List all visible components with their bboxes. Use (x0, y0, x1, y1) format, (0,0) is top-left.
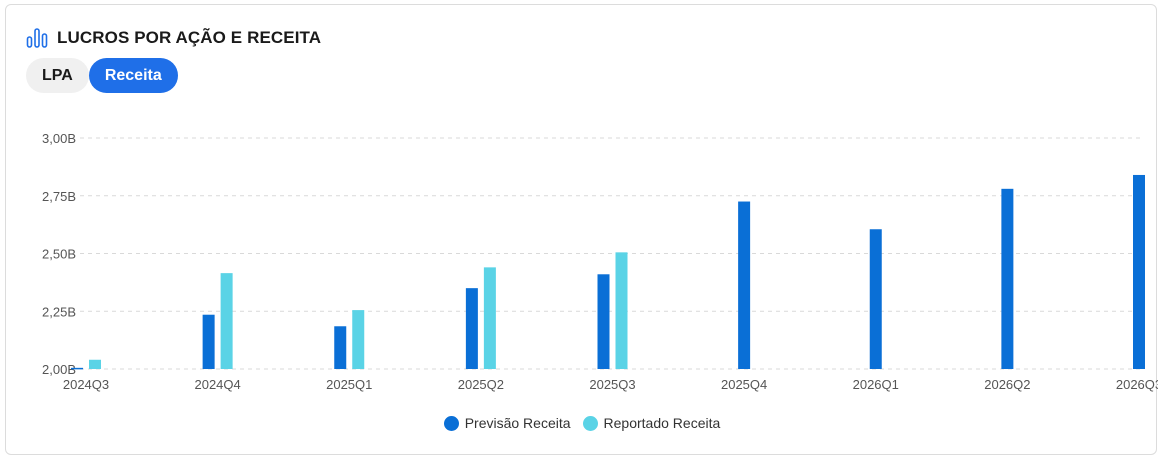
x-tick-label: 2025Q2 (458, 377, 504, 392)
bar-reportado-receita (615, 252, 628, 369)
tab-receita[interactable]: Receita (88, 58, 178, 93)
chart-card: LUCROS POR AÇÃO E RECEITA LPA Receita 2,… (5, 4, 1158, 455)
bar-previsao-receita (465, 288, 478, 369)
bar-previsao-receita (202, 314, 215, 369)
chart-title: LUCROS POR AÇÃO E RECEITA (57, 28, 322, 47)
legend-swatch-reportado (582, 415, 598, 431)
bar-reportado-receita (89, 359, 101, 369)
legend-item-previsao[interactable]: Previsão Receita (443, 415, 571, 431)
bar-previsao-receita (1001, 188, 1014, 369)
bar-reportado-receita (483, 267, 496, 369)
bar-previsao-receita (1133, 174, 1145, 369)
x-tick-label: 2026Q3 (1116, 377, 1158, 392)
x-tick-label: 2025Q4 (721, 377, 767, 392)
legend-label-reportado: Reportado Receita (603, 415, 721, 431)
x-tick-label: 2024Q4 (194, 377, 240, 392)
y-tick-label: 2,75B (42, 189, 76, 204)
chart-legend: Previsão Receita Reportado Receita (6, 415, 1158, 431)
bar-previsao-receita (869, 229, 882, 369)
y-tick-label: 2,50B (42, 247, 76, 262)
bar-reportado-receita (220, 273, 233, 369)
y-tick-label: 2,00B (42, 362, 76, 377)
x-tick-label: 2026Q1 (853, 377, 899, 392)
y-tick-label: 2,25B (42, 304, 76, 319)
legend-swatch-previsao (443, 415, 459, 431)
x-tick-label: 2026Q2 (984, 377, 1030, 392)
revenue-bar-chart: 2,00B 2,25B 2,50B 2,75B 3,00B 2024Q3 2024Q4 202… (42, 131, 1158, 392)
tab-lpa[interactable]: LPA (26, 58, 89, 93)
bar-previsao-receita (334, 326, 347, 369)
legend-item-reportado[interactable]: Reportado Receita (582, 415, 721, 431)
bar-previsao-receita (597, 274, 610, 369)
bar-reportado-receita (352, 310, 365, 369)
bar-chart-icon (26, 27, 48, 49)
x-tick-label: 2025Q3 (589, 377, 635, 392)
x-tick-label: 2025Q1 (326, 377, 372, 392)
y-tick-label: 3,00B (42, 131, 76, 146)
bar-previsao-receita (738, 201, 751, 369)
x-tick-label: 2024Q3 (63, 377, 109, 392)
metric-tabs: LPA Receita (26, 58, 178, 93)
card-header: LUCROS POR AÇÃO E RECEITA (26, 27, 321, 49)
bar-previsao-receita (71, 367, 83, 370)
legend-label-previsao: Previsão Receita (464, 415, 571, 431)
